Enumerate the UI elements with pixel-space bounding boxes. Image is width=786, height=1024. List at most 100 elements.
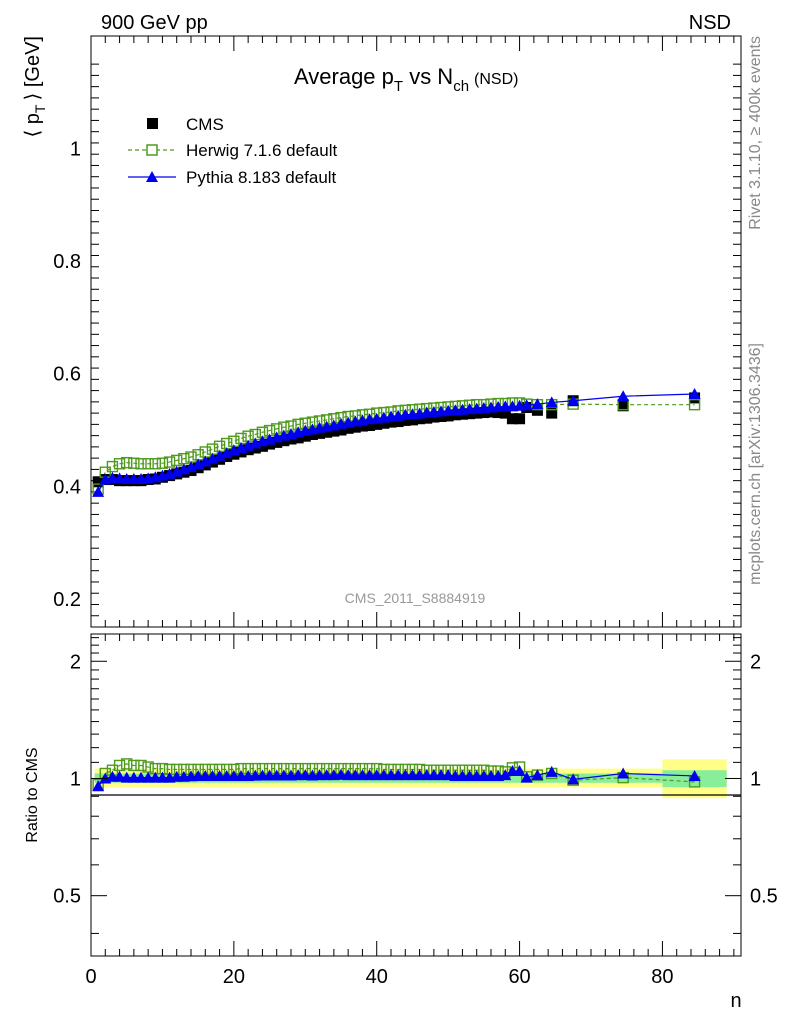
pythia-point (520, 399, 533, 411)
herwig-point (206, 443, 219, 455)
cms-point (356, 420, 368, 432)
herwig-point (688, 398, 701, 411)
cms-point (271, 436, 283, 448)
pythia-point (567, 394, 580, 406)
pythia-point (688, 387, 701, 399)
x-tick-label: 40 (366, 966, 388, 988)
ratio-pythia-point (113, 770, 126, 782)
ratio-pythia-point (531, 769, 544, 781)
herwig-point (156, 457, 169, 469)
collision-label: 900 GeV pp (101, 12, 208, 34)
main-y-tick-label: 0.8 (53, 251, 81, 273)
pythia-point (220, 447, 233, 459)
main-y-tick-label: 0.2 (53, 589, 81, 611)
process-label: NSD (689, 12, 731, 34)
cms-point (342, 422, 354, 434)
main-plot-frame (90, 35, 742, 628)
cms-point (285, 433, 297, 445)
ratio-y-tick-label: 2 (70, 651, 81, 673)
legend-label-herwig: Herwig 7.1.6 default (186, 141, 337, 160)
ratio-y-tick-label: 0.5 (53, 886, 81, 908)
cms-point (292, 432, 304, 444)
pythia-point (617, 390, 630, 402)
cms-point (406, 414, 418, 426)
herwig-point (121, 456, 133, 469)
ratio-y-tick-labels: 0.5 0.5 1 1 2 2 (53, 651, 778, 907)
cms-point (321, 426, 333, 438)
legend-marker-cms (147, 118, 158, 129)
ratio-y-tick-label-right: 2 (750, 651, 761, 673)
cms-point (546, 407, 558, 419)
herwig-point (149, 458, 161, 470)
ratio-pythia-point (499, 769, 512, 781)
cms-point (335, 424, 347, 436)
cms-point (514, 413, 526, 425)
cms-point (385, 416, 397, 428)
legend-label-cms: CMS (186, 115, 224, 134)
ratio-series-group (92, 758, 701, 792)
ratio-herwig-point (135, 759, 147, 772)
x-axis-label: n (730, 990, 741, 1012)
ratio-pythia-point (92, 780, 105, 792)
herwig-point (235, 432, 247, 445)
legend-label-pythia: Pythia 8.183 default (186, 168, 337, 187)
legend-marker-pythia (146, 171, 158, 182)
cms-point (499, 407, 511, 419)
ratio-herwig-line (97, 763, 695, 785)
ratio-pythia-point (617, 767, 630, 779)
ratio-pythia-point (688, 769, 701, 781)
ratio-pythia-point (513, 765, 526, 777)
pythia-point (92, 485, 105, 497)
cms-point (349, 421, 361, 433)
plot-title: Average pT vs Nch (NSD) (294, 64, 518, 95)
cms-point (421, 412, 433, 424)
main-y-tick-labels: 0.2 0.4 0.6 0.8 1 (53, 139, 81, 611)
herwig-point (135, 458, 147, 470)
ratio-y-axis-label: Ratio to CMS (24, 747, 41, 842)
ratio-pythia-point (567, 773, 580, 785)
herwig-point (221, 437, 233, 450)
cms-point (392, 416, 404, 428)
legend: CMS Herwig 7.1.6 default Pythia 8.183 de… (128, 115, 337, 187)
mcplots-reference-label: mcplots.cern.ch [arXiv:1306.3436] (747, 343, 764, 585)
cms-point (428, 411, 440, 423)
herwig-point (128, 457, 140, 469)
ratio-plot-panel: 0.5 0.5 1 1 2 2 0 20 40 60 80 Ratio to CMS n (24, 633, 778, 1012)
ratio-plot-frame (90, 633, 742, 957)
main-plot-panel: 0.2 0.4 0.6 0.8 1 Average pT vs Nch (NSD) ⟨ p… (22, 35, 742, 628)
pythia-point (185, 461, 197, 473)
main-y-tick-label: 0.4 (53, 476, 81, 498)
herwig-point (142, 458, 154, 470)
cms-point (256, 440, 268, 452)
pythia-point (199, 455, 212, 467)
pythia-point (192, 458, 205, 470)
cms-point (617, 400, 629, 412)
y-axis-label: ⟨ pT⟩ [GeV] (22, 36, 48, 138)
cms-point (492, 407, 504, 419)
cms-point (371, 418, 383, 430)
ratio-herwig-point (113, 759, 126, 772)
ratio-herwig-point (128, 759, 140, 772)
herwig-point (106, 460, 119, 473)
cms-point (414, 413, 426, 425)
cms-point (92, 476, 104, 488)
cms-point (442, 410, 454, 422)
ratio-pythia-point (545, 765, 558, 777)
cms-point (364, 419, 376, 431)
herwig-point (163, 456, 176, 468)
pythia-point (206, 452, 219, 464)
cms-point (435, 410, 447, 422)
cms-point (314, 427, 326, 439)
ratio-x-tick-labels: 0 20 40 60 80 (85, 966, 673, 988)
cms-point (278, 435, 290, 447)
ratio-pythia-point (442, 769, 455, 781)
x-tick-label: 0 (85, 966, 96, 988)
rivet-version-label: Rivet 3.1.10, ≥ 400k events (747, 36, 764, 230)
ratio-y-tick-label-right: 0.5 (750, 886, 778, 908)
ratio-herwig-point (121, 758, 133, 770)
herwig-point (213, 440, 226, 453)
ratio-y-tick-label: 1 (70, 768, 81, 790)
cms-point (378, 417, 390, 429)
analysis-watermark: CMS_2011_S8884919 (345, 590, 486, 606)
